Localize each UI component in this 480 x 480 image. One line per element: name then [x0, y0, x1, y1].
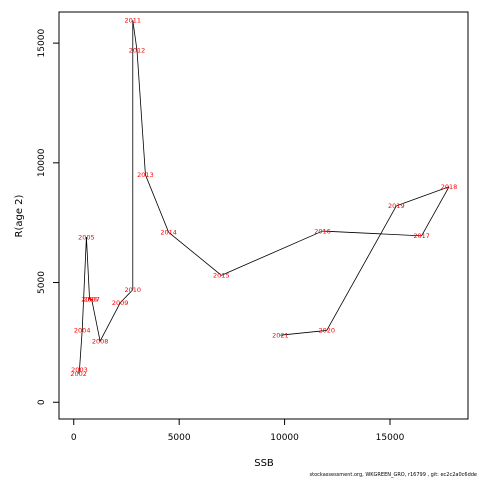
point-label-2021: 2021 — [272, 332, 289, 340]
y-tick-label-15000: 15000 — [37, 29, 47, 58]
x-tick-label-5000: 5000 — [168, 433, 191, 443]
y-tick-label-10000: 10000 — [37, 148, 47, 177]
series-segment-2018-2019 — [396, 186, 450, 207]
y-tick-label-0: 0 — [37, 399, 47, 405]
point-label-2011: 2011 — [125, 17, 142, 25]
point-label-2020: 2020 — [318, 327, 335, 335]
x-axis: 0 5000 10000 15000 — [71, 418, 405, 443]
point-label-2004: 2004 — [74, 327, 91, 335]
point-label-2007: 2007 — [83, 296, 100, 304]
point-label-2019: 2019 — [388, 202, 405, 210]
series-segment-2013-2014 — [145, 174, 169, 233]
point-label-2010: 2010 — [125, 286, 142, 294]
y-tick-label-5000: 5000 — [37, 271, 47, 294]
series-segment-2017-2018 — [421, 186, 450, 237]
series-line-layer — [78, 20, 450, 374]
series-segment-2004-2005 — [81, 237, 87, 331]
point-label-2006: 2006 — [81, 296, 98, 304]
series-segment-2007-2008 — [91, 299, 101, 342]
series-segment-2008-2009 — [99, 302, 121, 342]
x-tick-label-10000: 10000 — [270, 433, 299, 443]
x-tick-label-15000: 15000 — [376, 433, 405, 443]
point-label-2003: 2003 — [71, 366, 88, 374]
footer-credit: stockassessment.org, WKGREEN_GRO, r16799… — [309, 472, 477, 478]
point-label-2005: 2005 — [78, 233, 95, 241]
y-axis-label: R(age 2) — [14, 194, 25, 237]
series-segment-2009-2010 — [119, 289, 134, 304]
series-segment-2012-2013 — [136, 50, 146, 175]
point-label-2018: 2018 — [441, 183, 458, 191]
y-axis: 0 5000 10000 15000 — [37, 29, 60, 405]
series-segment-2002-2003 — [78, 369, 80, 374]
point-label-2014: 2014 — [160, 229, 177, 237]
point-label-2016: 2016 — [314, 227, 331, 235]
series-segment-2011-2012 — [132, 20, 138, 51]
point-label-2002: 2002 — [70, 370, 87, 378]
point-label-2017: 2017 — [413, 232, 430, 240]
series-segment-2005-2006 — [86, 237, 90, 300]
point-label-2015: 2015 — [213, 272, 230, 280]
point-label-2012: 2012 — [129, 47, 146, 55]
series-segment-2020-2021 — [280, 330, 327, 336]
series-segment-2016-2017 — [322, 230, 422, 237]
series-segment-2003-2004 — [79, 330, 83, 370]
series-segment-2015-2016 — [221, 230, 323, 276]
x-tick-label-0: 0 — [71, 433, 77, 443]
plot-frame — [58, 11, 469, 420]
point-label-2013: 2013 — [137, 171, 154, 179]
point-label-2008: 2008 — [92, 337, 109, 345]
series-segment-2014-2015 — [168, 231, 222, 276]
series-segment-2019-2020 — [326, 205, 397, 331]
point-label-2009: 2009 — [112, 299, 129, 307]
x-axis-label: SSB — [254, 458, 274, 469]
point-label-layer: 2002200320042005200620072008200920102011… — [70, 17, 457, 378]
